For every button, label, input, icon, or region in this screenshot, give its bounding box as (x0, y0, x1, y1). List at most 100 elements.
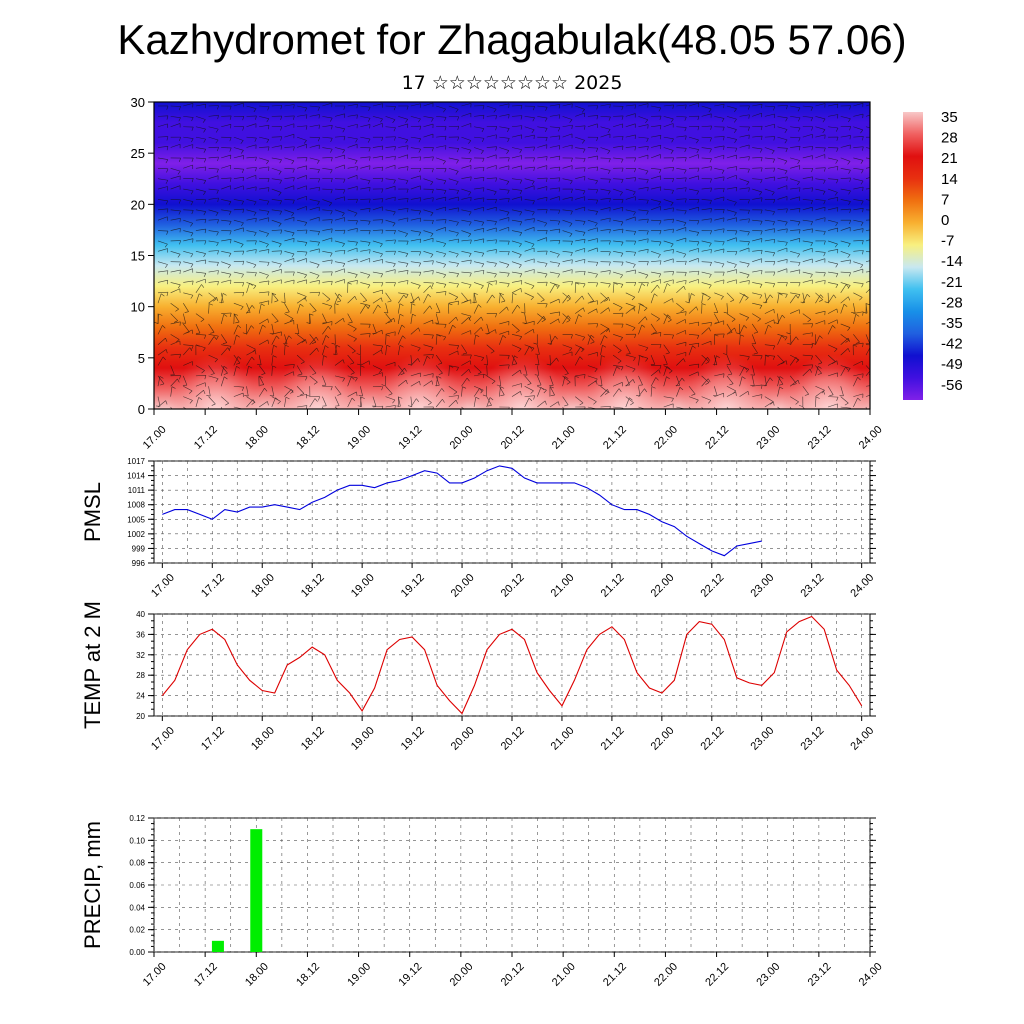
barb (385, 405, 396, 408)
barb (259, 166, 270, 169)
barb-flag (330, 219, 333, 224)
barb (714, 392, 724, 397)
barb-flag (507, 240, 510, 245)
barb (764, 157, 775, 160)
barb (726, 136, 737, 140)
barb (638, 316, 646, 325)
barb (385, 185, 396, 190)
barb-flag (527, 383, 532, 386)
barb (322, 302, 333, 307)
barb-flag (284, 344, 289, 347)
barb-flag (431, 168, 434, 173)
barb-flag (860, 264, 864, 269)
barb (752, 269, 763, 273)
barb (372, 103, 383, 107)
barb (259, 280, 270, 283)
barb-flag (268, 280, 270, 285)
barb-flag (483, 363, 488, 366)
barb (259, 199, 270, 202)
barb-flag (608, 179, 611, 183)
barb-flag (697, 343, 700, 348)
barb (739, 240, 750, 242)
barb-flag (554, 283, 558, 288)
barb (828, 207, 838, 211)
barb-flag (668, 370, 673, 374)
barb-flag (216, 242, 219, 247)
barb (536, 365, 540, 376)
barb (625, 307, 634, 314)
barb (777, 335, 782, 345)
barb (739, 167, 750, 170)
barb (297, 114, 307, 117)
barb-flag (566, 298, 571, 302)
barb-flag (279, 159, 282, 164)
barb-flag (475, 334, 480, 337)
barb-flag (601, 355, 606, 358)
barb-flag (691, 393, 696, 396)
barb (271, 345, 274, 356)
barb-flag (531, 181, 535, 185)
barb-flag (417, 285, 421, 289)
barb (676, 285, 684, 294)
barb (777, 376, 781, 387)
barb (474, 197, 484, 200)
barb (271, 145, 282, 148)
barb-flag (608, 328, 611, 333)
barb (625, 269, 636, 273)
barb-flag (404, 367, 407, 372)
barb (714, 228, 725, 231)
barb-flag (584, 239, 586, 244)
barb-flag (848, 201, 851, 206)
barb-flag (723, 311, 728, 314)
barb (233, 227, 244, 231)
barb-flag (634, 157, 637, 162)
barb (764, 188, 775, 193)
barb-flag (216, 262, 219, 267)
barb-flag (291, 212, 295, 217)
barb (423, 354, 434, 356)
barb-flag (786, 208, 788, 213)
barb-flag (781, 314, 786, 319)
barb (385, 196, 396, 200)
barb-flag (214, 359, 218, 363)
barb (410, 303, 412, 314)
barb (726, 269, 737, 273)
barb-flag (594, 368, 598, 373)
barb-flag (242, 116, 245, 121)
barb-flag (330, 178, 333, 183)
barb-flag (316, 275, 320, 279)
barb (764, 355, 766, 366)
barb-flag (608, 283, 611, 288)
barb-flag (242, 292, 245, 297)
barb (499, 226, 509, 231)
barb (613, 145, 624, 148)
barb-flag (356, 114, 358, 119)
barb (790, 178, 800, 183)
barb-flag (316, 347, 319, 352)
barb (600, 157, 611, 159)
barb (296, 136, 307, 141)
barb (524, 240, 535, 245)
barb-flag (426, 355, 431, 359)
barb (296, 144, 307, 148)
barb-flag (740, 334, 745, 337)
barb-flag (354, 296, 357, 300)
barb (461, 239, 472, 242)
barb-flag (480, 327, 484, 332)
barb (258, 303, 262, 314)
barb (221, 185, 231, 190)
barb-flag (343, 178, 346, 183)
barb (410, 372, 421, 377)
barb-flag (342, 149, 345, 154)
barb (688, 342, 699, 346)
barb-flag (707, 297, 711, 301)
barb (410, 314, 413, 325)
barb-flag (715, 416, 719, 417)
barb (410, 282, 421, 286)
barb (259, 146, 270, 148)
barb (347, 334, 357, 340)
barb-flag (634, 168, 637, 173)
barb-flag (744, 366, 748, 371)
barb-flag (779, 376, 784, 379)
barb-flag (241, 201, 244, 205)
